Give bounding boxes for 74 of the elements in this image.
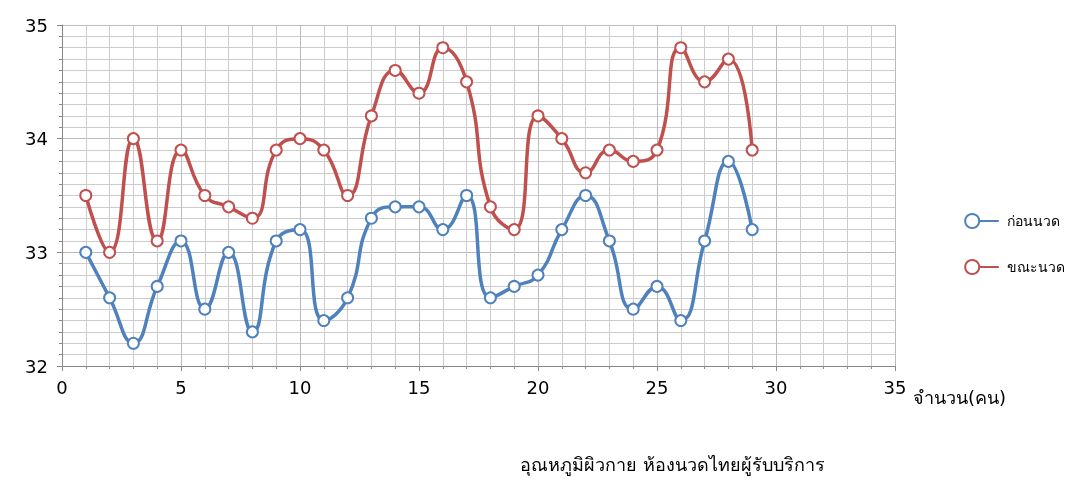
point xyxy=(412,200,426,214)
point xyxy=(150,279,164,293)
point xyxy=(245,211,259,225)
text: อุณหภูมิผิวกาย ห้องนวดไทยผู้รับบริการ xyxy=(520,453,825,476)
y-tick-label: 33 xyxy=(25,241,48,263)
point xyxy=(317,143,331,157)
x-tick-label: 15 xyxy=(407,376,431,398)
point xyxy=(650,143,664,157)
x-tick-label: 10 xyxy=(288,376,312,398)
point xyxy=(317,314,331,328)
point xyxy=(79,189,93,202)
point xyxy=(293,223,307,237)
point xyxy=(626,302,640,316)
point xyxy=(245,325,259,339)
point xyxy=(507,279,521,293)
point xyxy=(626,154,640,168)
point xyxy=(698,234,712,248)
point xyxy=(721,154,735,168)
point xyxy=(460,75,474,89)
point xyxy=(364,109,378,123)
point xyxy=(531,268,545,282)
point xyxy=(555,132,569,146)
point xyxy=(436,41,450,55)
x-tick-label: 5 xyxy=(175,376,187,398)
point xyxy=(579,189,593,202)
y-tick-label: 34 xyxy=(25,128,48,150)
point xyxy=(222,200,236,214)
point xyxy=(341,189,355,202)
point xyxy=(269,234,283,248)
point xyxy=(507,223,521,237)
point xyxy=(483,200,497,214)
x-tick-label: 20 xyxy=(526,376,550,398)
point xyxy=(388,200,402,214)
point xyxy=(79,245,93,259)
point xyxy=(579,166,593,180)
point xyxy=(126,132,140,146)
point xyxy=(745,223,759,237)
y-tick-label: 35 xyxy=(25,14,48,36)
point xyxy=(198,302,212,316)
point xyxy=(126,336,140,350)
x-tick-label: 30 xyxy=(764,376,788,398)
point xyxy=(674,314,688,328)
x-axis-title: จำนวน(คน) xyxy=(913,386,1007,408)
point xyxy=(269,143,283,157)
point xyxy=(698,75,712,89)
point xyxy=(412,86,426,100)
x-tick-label: 35 xyxy=(883,376,907,398)
point xyxy=(483,291,497,305)
point xyxy=(388,63,402,77)
legend-label: ขณะนวด xyxy=(1007,259,1065,275)
point xyxy=(555,223,569,237)
point xyxy=(721,52,735,66)
point xyxy=(293,132,307,146)
point xyxy=(198,189,212,202)
point xyxy=(531,109,545,123)
x-tick-label: 0 xyxy=(56,376,68,398)
point xyxy=(436,223,450,237)
point xyxy=(650,279,664,293)
point xyxy=(602,143,616,157)
point xyxy=(364,211,378,225)
point xyxy=(174,143,188,157)
point xyxy=(174,234,188,248)
point xyxy=(674,41,688,55)
point xyxy=(103,245,117,259)
y-tick-label: 32 xyxy=(25,355,48,377)
legend-label: ก่อนนวด xyxy=(1007,213,1060,229)
point xyxy=(602,234,616,248)
point xyxy=(150,234,164,248)
point xyxy=(103,291,117,305)
x-tick-label: 25 xyxy=(645,376,669,398)
point xyxy=(341,291,355,305)
point xyxy=(460,189,474,202)
point xyxy=(745,143,759,157)
point xyxy=(222,245,236,259)
